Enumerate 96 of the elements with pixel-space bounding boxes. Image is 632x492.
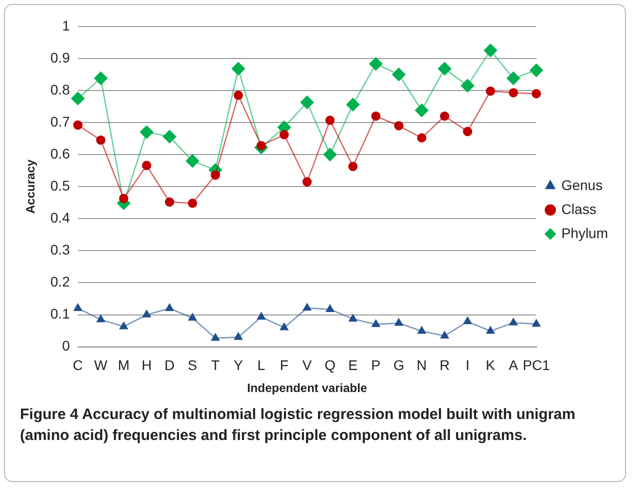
point (73, 120, 83, 130)
point (415, 104, 428, 117)
legend-label: Class (561, 200, 596, 217)
x-tick-label: T (211, 357, 220, 374)
x-tick-label: R (440, 357, 450, 374)
legend-label: Genus (561, 176, 603, 193)
point (530, 64, 543, 77)
x-tick-label: W (94, 357, 108, 374)
point (509, 318, 518, 326)
x-tick-label: H (142, 357, 152, 374)
point (371, 111, 381, 121)
point (394, 318, 403, 326)
point (462, 126, 472, 136)
point (463, 316, 472, 324)
x-tick-label: A (508, 357, 519, 374)
point (440, 111, 450, 121)
x-tick-label: S (188, 357, 198, 374)
y-tick-label: 1 (62, 17, 70, 34)
point (186, 154, 200, 168)
point (165, 304, 174, 311)
x-tick-label: G (393, 357, 404, 374)
caption: Figure 4 Accuracy of multinomial logistic regression model built with unigram (amino acid) frequencies and first principle component of all unigrams. (20, 405, 576, 446)
point (417, 133, 426, 143)
y-tick-label: 0.7 (50, 113, 70, 130)
point (96, 135, 106, 145)
x-tick-label: F (280, 357, 288, 374)
y-tick-label: 0.2 (50, 274, 70, 290)
point (280, 130, 289, 140)
y-axis-title: Accuracy (24, 159, 38, 214)
point (211, 334, 220, 341)
point (142, 160, 152, 170)
x-tick-label: Q (324, 357, 336, 374)
point (323, 148, 337, 162)
y-tick-label: 0.3 (50, 242, 70, 258)
y-tick-label: 0.6 (50, 145, 70, 162)
point (257, 312, 266, 320)
point (486, 326, 495, 334)
point (508, 88, 518, 98)
point (302, 303, 312, 311)
x-tick-label: C (72, 357, 83, 374)
y-tick-label: 0 (62, 338, 70, 354)
point (234, 332, 242, 340)
x-tick-label: PC1 (522, 357, 550, 374)
point (140, 125, 154, 139)
point (232, 62, 245, 76)
point (325, 116, 335, 125)
point (418, 326, 426, 334)
point (460, 79, 474, 92)
y-tick-label: 0.5 (50, 177, 70, 194)
point (394, 121, 404, 130)
point (438, 62, 452, 76)
point (119, 194, 128, 204)
x-tick-label: P (371, 357, 381, 374)
point (392, 68, 406, 82)
point (302, 177, 312, 186)
legend-label: Phylum (561, 224, 608, 241)
point (486, 86, 496, 96)
point (74, 304, 82, 311)
x-tick-label: L (257, 357, 266, 374)
point (326, 304, 334, 312)
point (532, 89, 541, 98)
point (94, 72, 108, 85)
point (210, 170, 220, 180)
point (162, 130, 176, 144)
x-tick-label: Y (234, 357, 244, 374)
y-tick-label: 0.8 (50, 81, 70, 98)
point (188, 198, 198, 208)
point (440, 331, 449, 339)
point (348, 314, 358, 322)
point (164, 197, 174, 207)
point (120, 322, 128, 330)
y-tick-label: 0.1 (50, 306, 70, 322)
x-axis-title: Independent variable (247, 381, 368, 396)
x-tick-label: E (348, 357, 358, 374)
point (142, 310, 151, 318)
x-tick-label: M (118, 357, 130, 374)
point (300, 96, 314, 109)
point (234, 90, 243, 100)
point (188, 313, 197, 321)
point (372, 320, 380, 328)
point (346, 98, 360, 112)
x-tick-label: I (466, 357, 470, 374)
y-tick-label: 0.9 (50, 49, 70, 66)
x-tick-label: N (416, 357, 427, 374)
point (506, 72, 520, 85)
point (96, 314, 105, 322)
x-tick-label: V (302, 357, 312, 374)
y-tick-label: 0.4 (50, 210, 70, 226)
point (71, 92, 85, 106)
point (348, 162, 358, 172)
point (532, 319, 540, 327)
point (484, 44, 498, 58)
x-tick-label: D (164, 357, 175, 374)
x-tick-label: K (486, 357, 496, 374)
point (369, 57, 383, 71)
point (280, 322, 288, 330)
